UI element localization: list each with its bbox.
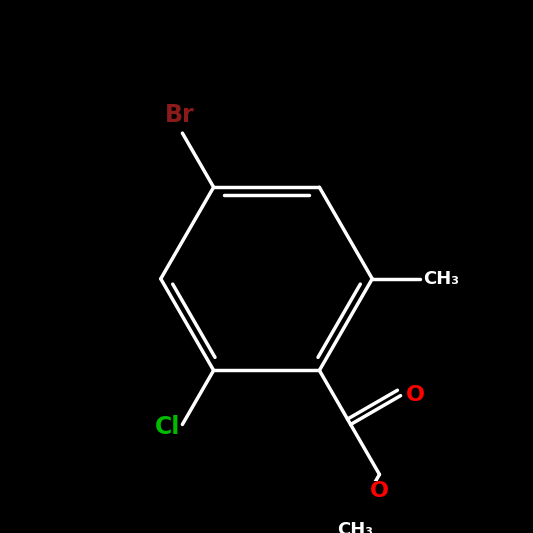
Text: Br: Br: [165, 103, 195, 127]
Text: O: O: [406, 385, 425, 405]
Text: CH₃: CH₃: [423, 270, 459, 288]
Text: O: O: [370, 481, 389, 500]
Text: Cl: Cl: [155, 415, 180, 439]
Text: CH₃: CH₃: [337, 521, 374, 533]
